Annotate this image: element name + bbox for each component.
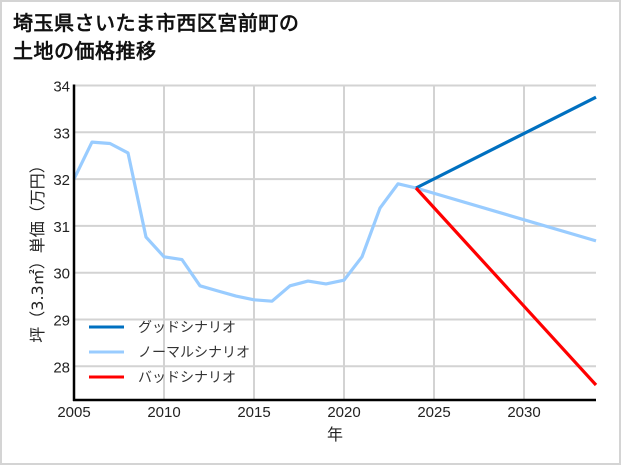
x-tick-label: 2010	[147, 404, 180, 421]
axes	[72, 84, 596, 402]
x-tick-label: 2020	[327, 404, 360, 421]
legend-label: バッドシナリオ	[138, 370, 236, 386]
legend-label: ノーマルシナリオ	[138, 345, 250, 361]
series-line	[415, 95, 597, 190]
y-tick-label: 29	[53, 313, 70, 330]
gridlines	[74, 84, 596, 400]
y-tick-label: 28	[53, 359, 70, 376]
y-tick-label: 34	[53, 79, 70, 96]
legend-label: グッドシナリオ	[138, 320, 236, 336]
y-axis-ticks: 28 29 30 31 32 33 34	[53, 79, 70, 377]
y-tick-label: 30	[53, 266, 70, 283]
chart-title: 埼玉県さいたま市西区宮前町の 土地の価格推移	[13, 9, 299, 65]
y-tick-label: 32	[53, 172, 70, 189]
y-tick-label: 31	[53, 219, 70, 236]
series-line	[72, 140, 597, 303]
x-tick-label: 2015	[237, 404, 270, 421]
x-tick-label: 2030	[507, 404, 540, 421]
x-axis-ticks: 2005 2010 2015 2020 2025 2030	[57, 404, 540, 421]
y-tick-label: 33	[53, 125, 70, 142]
x-tick-label: 2025	[417, 404, 450, 421]
x-tick-label: 2005	[57, 404, 90, 421]
series-lines	[72, 95, 598, 387]
y-axis-label: 坪（3.3㎡）単価（万円）	[28, 157, 47, 342]
series-line	[414, 186, 598, 387]
x-axis-label: 年	[327, 425, 343, 444]
chart-title-line-2: 土地の価格推移	[13, 39, 157, 63]
chart-title-line-1: 埼玉県さいたま市西区宮前町の	[13, 11, 300, 35]
